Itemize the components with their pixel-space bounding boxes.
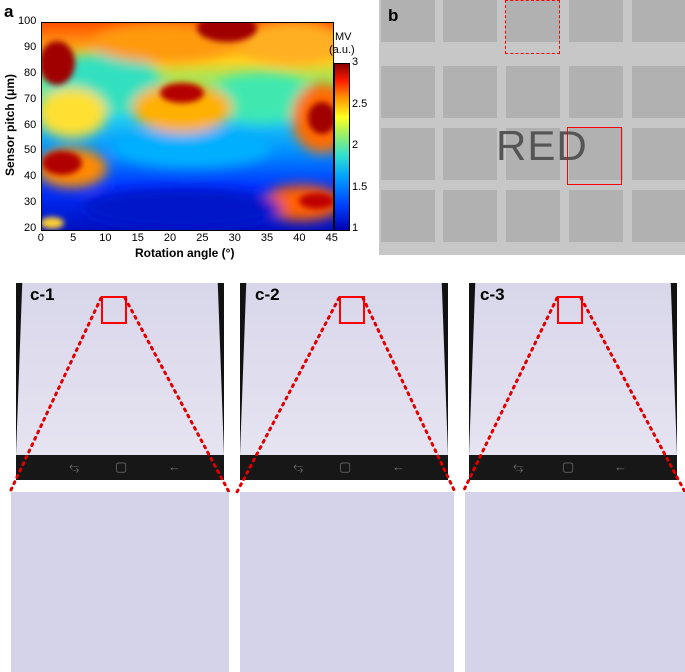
phone-photo-c3: ⥃ ▢ ←: [469, 283, 677, 480]
x-tick-label: 40: [293, 232, 306, 244]
pixel-tile: [506, 66, 560, 118]
colorbar-title-unit: (a.u.): [329, 44, 355, 56]
colorbar-title-mv: MV: [335, 31, 352, 43]
pixel-tile: [506, 128, 560, 180]
zoom-region-box: [101, 296, 127, 324]
phone-screen: [469, 283, 677, 455]
phone-photo-c2: ⥃ ▢ ←: [240, 283, 448, 480]
solid-red-box: [567, 127, 622, 185]
zoomed-screen-c2: [240, 492, 454, 672]
heatmap-svg: [42, 23, 333, 230]
y-tick-label: 30: [24, 196, 37, 209]
y-tick-label: 40: [24, 170, 37, 183]
connector-line: [361, 296, 457, 494]
x-tick-label: 35: [260, 232, 274, 244]
pixel-tile: [569, 190, 623, 242]
panel-c2-label: c-2: [255, 285, 280, 304]
pixel-tile: [632, 0, 685, 42]
recent-apps-icon: ⥃: [513, 459, 524, 474]
connector-line: [461, 296, 559, 494]
zoomed-screen-c3: [465, 492, 685, 672]
pixel-tile: [381, 190, 435, 242]
back-icon: ←: [614, 459, 627, 474]
y-tick-label: 80: [24, 66, 37, 79]
pixel-tile: [381, 0, 435, 42]
pixel-tile: [506, 0, 560, 42]
x-axis-title: Rotation angle (°): [135, 246, 235, 260]
x-tick-label: 20: [163, 232, 177, 244]
colorbar-tick-label: 1.5: [352, 180, 368, 193]
red-overlay-text: RED: [496, 122, 588, 169]
back-icon: ←: [168, 459, 181, 474]
pixel-tile: [443, 128, 497, 180]
panel-c3-label: c-3: [480, 285, 505, 304]
colorbar: [334, 63, 350, 231]
phone-screen: [16, 283, 224, 455]
zoom-region-box: [339, 296, 365, 324]
y-tick-label: 70: [24, 92, 37, 105]
connector-line: [235, 296, 341, 494]
pixel-tile: [381, 66, 435, 118]
pixel-tile: [506, 190, 560, 242]
pixel-tile: [569, 128, 623, 180]
back-icon: ←: [392, 459, 405, 474]
navigation-bar: ⥃ ▢ ←: [240, 455, 448, 480]
navigation-bar: ⥃ ▢ ←: [16, 455, 224, 480]
mv-heatmap: [41, 22, 334, 231]
pixel-tile: [381, 128, 435, 180]
x-tick-label: 5: [70, 232, 77, 244]
connector-line: [123, 296, 231, 494]
pixel-tile: [569, 66, 623, 118]
panel-b-label: b: [388, 6, 399, 25]
y-tick-label: 20: [24, 222, 37, 234]
x-tick-label: 45: [325, 232, 338, 244]
home-icon: ▢: [562, 459, 575, 474]
panel-c1-label: c-1: [30, 285, 55, 304]
pixel-tile: [443, 190, 497, 242]
recent-apps-icon: ⥃: [69, 459, 80, 474]
home-icon: ▢: [339, 459, 352, 474]
pixel-tile: [569, 0, 623, 42]
pixel-tile: [632, 128, 685, 180]
y-tick-label: 90: [24, 40, 37, 53]
x-tick-label: 30: [228, 232, 241, 244]
zoom-region-box: [557, 296, 583, 324]
x-tick-label: 0: [37, 232, 44, 244]
phone-photo-c1: ⥃ ▢ ←: [16, 283, 224, 480]
x-tick-label: 10: [99, 232, 112, 244]
x-tick-label: 15: [131, 232, 144, 244]
home-icon: ▢: [115, 459, 128, 474]
connector-line: [8, 296, 103, 494]
recent-apps-icon: ⥃: [293, 459, 304, 474]
pixel-tile: [443, 66, 497, 118]
pixel-tile: [443, 0, 497, 42]
y-tick-label: 50: [24, 144, 37, 157]
pixel-tile: [632, 190, 685, 242]
dashed-red-box: [505, 0, 560, 54]
zoomed-screen-c1: [11, 492, 229, 672]
phone-screen: [240, 283, 448, 455]
panel-a-label: a: [4, 2, 14, 21]
pixel-tile: [632, 66, 685, 118]
panel-b-micrograph: RED: [379, 0, 685, 255]
colorbar-tick-label: 2: [352, 139, 359, 151]
colorbar-tick-label: 3: [352, 56, 359, 68]
connector-line: [579, 296, 685, 494]
colorbar-tick-label: 2.5: [352, 97, 368, 110]
y-tick-label: 100: [18, 15, 37, 27]
navigation-bar: ⥃ ▢ ←: [469, 455, 677, 480]
y-tick-label: 60: [24, 118, 37, 131]
x-tick-label: 25: [196, 232, 209, 244]
colorbar-tick-label: 1: [352, 222, 359, 234]
